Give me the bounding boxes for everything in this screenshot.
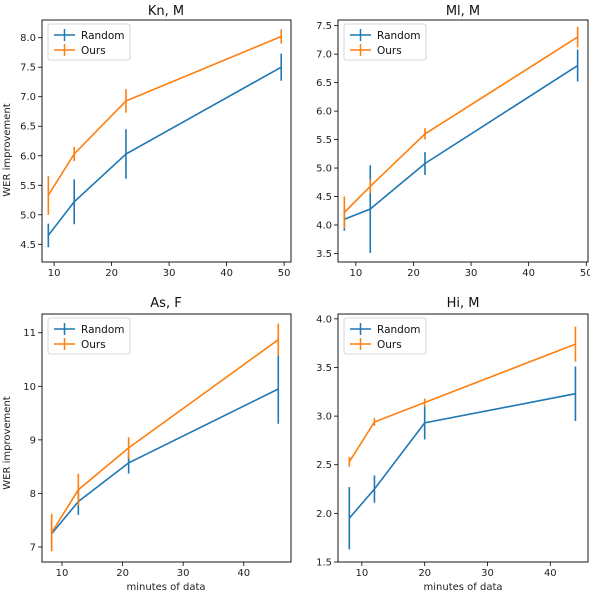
x-tick-label: 10 <box>56 568 69 579</box>
x-tick-label: 10 <box>48 268 61 279</box>
y-tick-label: 3.5 <box>316 363 332 374</box>
legend-box <box>343 317 427 355</box>
axes-frame <box>337 313 589 563</box>
series-line-ours <box>47 35 282 196</box>
legend: Random Ours <box>47 23 131 61</box>
x-tick-label: 30 <box>465 268 478 279</box>
legend-label-random: Random <box>377 324 420 336</box>
x-tick-label: 30 <box>481 568 494 579</box>
chart-title: As, F <box>150 296 181 311</box>
y-tick-label: 3.5 <box>316 249 332 260</box>
plot-area <box>343 26 579 253</box>
y-tick-label: 11 <box>23 328 36 339</box>
chart-title: Ml, M <box>446 4 480 19</box>
x-tick-label: 30 <box>177 568 190 579</box>
legend-label-ours: Ours <box>377 339 402 351</box>
y-tick-label: 3.0 <box>316 412 332 423</box>
legend: Random Ours <box>343 23 427 61</box>
y-tick-label: 4.0 <box>316 220 332 231</box>
axes-frame <box>41 19 292 263</box>
series-line-random <box>344 64 579 221</box>
y-tick-label: 9 <box>30 435 36 446</box>
y-tick-label: 5.5 <box>20 181 36 192</box>
x-axis-label: minutes of data <box>127 582 206 592</box>
x-tick-label: 20 <box>116 568 129 579</box>
legend: Random Ours <box>343 317 427 355</box>
series-line-ours <box>51 339 279 533</box>
y-tick-label: 10 <box>23 382 36 393</box>
axis-ticks: 10 20 30 40 50 3.5 4.0 4.5 5.0 5.5 6.0 6.5 7.0 7.5 <box>316 21 590 279</box>
legend: Random Ours <box>47 317 131 355</box>
x-tick-label: 30 <box>163 268 176 279</box>
x-tick-label: 10 <box>349 268 362 279</box>
legend-label-ours: Ours <box>81 45 106 57</box>
y-tick-label: 6.5 <box>316 78 332 89</box>
legend-label-random: Random <box>81 30 124 42</box>
legend-box <box>47 23 131 61</box>
y-tick-label: 4.5 <box>316 192 332 203</box>
legend-label-random: Random <box>81 324 124 336</box>
legend-label-random: Random <box>377 30 420 42</box>
y-axis-label: WER improvement <box>2 396 13 490</box>
x-tick-label: 50 <box>278 268 291 279</box>
y-tick-label: 7.5 <box>316 21 332 32</box>
axis-ticks: 10 20 30 40 1.5 2.0 2.5 3.0 3.5 4.0 <box>316 314 557 579</box>
x-tick-label: 20 <box>418 568 431 579</box>
y-tick-label: 4.0 <box>316 314 332 325</box>
y-tick-label: 5.0 <box>20 210 36 221</box>
x-tick-label: 20 <box>407 268 420 279</box>
y-tick-label: 6.0 <box>20 151 36 162</box>
legend-box <box>343 23 427 61</box>
x-tick-label: 40 <box>544 568 557 579</box>
y-tick-label: 6.0 <box>316 107 332 118</box>
y-tick-label: 7.5 <box>20 63 36 74</box>
y-tick-label: 7 <box>30 543 36 554</box>
axis-ticks: 10 20 30 40 50 4.5 5.0 5.5 6.0 6.5 7.0 7.5 8.0 <box>20 33 290 279</box>
x-tick-label: 40 <box>522 268 535 279</box>
plot-area <box>348 326 577 550</box>
chart-title: Kn, M <box>148 4 184 19</box>
y-tick-label: 2.5 <box>316 460 332 471</box>
y-tick-label: 6.5 <box>20 122 36 133</box>
x-tick-label: 50 <box>580 268 590 279</box>
panel-kn-m: Kn, M WER improvement 10 20 30 40 50 4.5 5.0 5.… <box>2 4 292 279</box>
legend-label-ours: Ours <box>377 45 402 57</box>
axis-ticks: 10 20 30 40 7 8 9 10 11 <box>23 328 250 579</box>
panel-hi-m: Hi, M minutes of data 10 20 30 40 1.5 2.0 2.5 3… <box>316 296 589 592</box>
y-tick-label: 1.5 <box>316 558 332 569</box>
y-tick-label: 7.0 <box>316 50 332 61</box>
panel-as-f: As, F WER improvement minutes of data 10… <box>2 296 292 592</box>
x-tick-label: 40 <box>220 268 233 279</box>
series-line-ours <box>348 343 576 463</box>
y-tick-label: 4.5 <box>20 240 36 251</box>
y-tick-label: 8 <box>30 489 36 500</box>
y-tick-label: 2.0 <box>316 509 332 520</box>
x-tick-label: 40 <box>237 568 250 579</box>
series-line-ours <box>343 36 579 214</box>
y-tick-label: 7.0 <box>20 92 36 103</box>
y-tick-label: 8.0 <box>20 33 36 44</box>
legend-label-ours: Ours <box>81 339 106 351</box>
axes-frame <box>41 313 292 563</box>
chart-title: Hi, M <box>447 296 480 311</box>
y-axis-label: WER improvement <box>2 103 13 197</box>
x-tick-label: 20 <box>105 268 118 279</box>
series-line-random <box>348 392 576 519</box>
legend-box <box>47 317 131 355</box>
series-line-random <box>47 66 282 236</box>
y-tick-label: 5.5 <box>316 135 332 146</box>
y-tick-label: 5.0 <box>316 164 332 175</box>
plot-area <box>47 29 283 248</box>
panel-ml-m: Ml, M 10 20 30 40 50 3.5 4.0 4.5 5.0 5.5 6.0 6.5 7.0… <box>316 4 590 279</box>
x-axis-label: minutes of data <box>424 582 503 592</box>
axes-frame <box>337 19 589 263</box>
x-tick-label: 10 <box>356 568 369 579</box>
plot-area <box>50 323 280 552</box>
series-line-random <box>51 388 279 535</box>
